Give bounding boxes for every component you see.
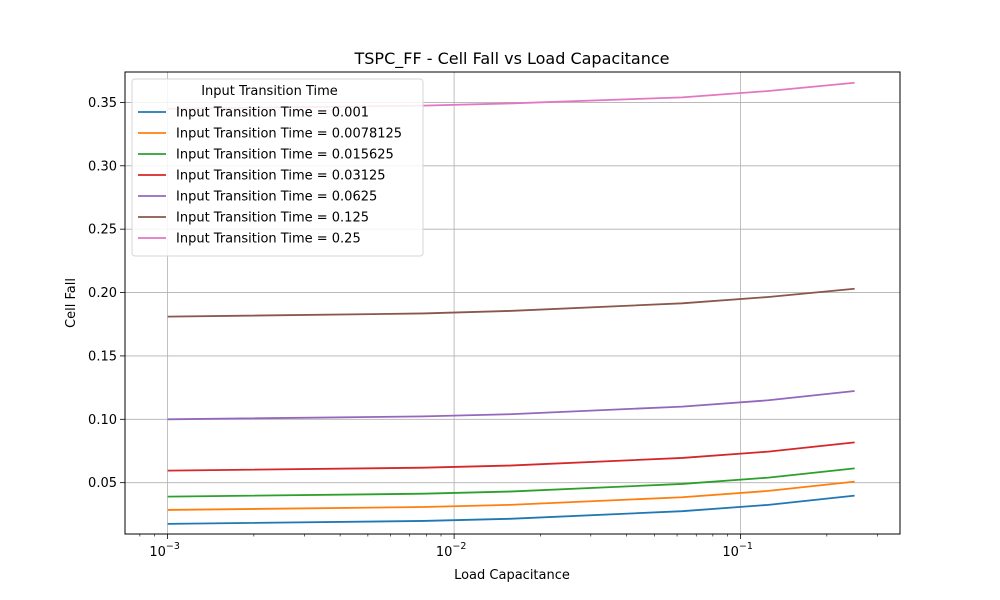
y-axis-label: Cell Fall [64, 278, 79, 328]
legend-entry: Input Transition Time = 0.125 [176, 211, 369, 226]
legend-entry: Input Transition Time = 0.015625 [176, 148, 394, 163]
y-tick-label: 0.25 [88, 223, 117, 238]
series-layer [167, 81, 855, 525]
x-tick-label: 10−2 [436, 541, 467, 560]
y-tick-label: 0.05 [88, 476, 117, 491]
y-tick-label: 0.15 [88, 349, 117, 364]
chart-title: TSPC_FF - Cell Fall vs Load Capacitance [353, 49, 669, 69]
legend-entry: Input Transition Time = 0.001 [176, 106, 369, 121]
x-axis-label: Load Capacitance [454, 568, 570, 583]
legend-box [131, 78, 424, 257]
series-line [167, 441, 855, 472]
tick-layer: 10−3 10−2 10−1 0.05 0.10 0.15 0.20 0.25 0.30 0.35 [88, 96, 878, 560]
legend-entry: Input Transition Time = 0.0625 [176, 190, 377, 205]
legend: Input Transition Time Input Transition Ti… [131, 78, 424, 257]
y-tick-label: 0.20 [88, 286, 117, 301]
series-line [167, 390, 855, 421]
legend-entry: Input Transition Time = 0.25 [176, 232, 361, 247]
x-tick-label: 10−1 [722, 541, 753, 560]
series-line [167, 494, 855, 525]
legend-entry: Input Transition Time = 0.03125 [176, 169, 386, 184]
series-line [167, 467, 855, 498]
y-tick-label: 0.30 [88, 159, 117, 174]
x-tick-label: 10−3 [149, 541, 180, 560]
plot-frame [124, 71, 901, 535]
y-tick-label: 0.10 [88, 413, 117, 428]
y-tick-label: 0.35 [88, 96, 117, 111]
series-line [167, 480, 855, 511]
legend-title: Input Transition Time [201, 84, 338, 99]
series-line [167, 287, 855, 318]
legend-entry: Input Transition Time = 0.0078125 [176, 127, 402, 142]
